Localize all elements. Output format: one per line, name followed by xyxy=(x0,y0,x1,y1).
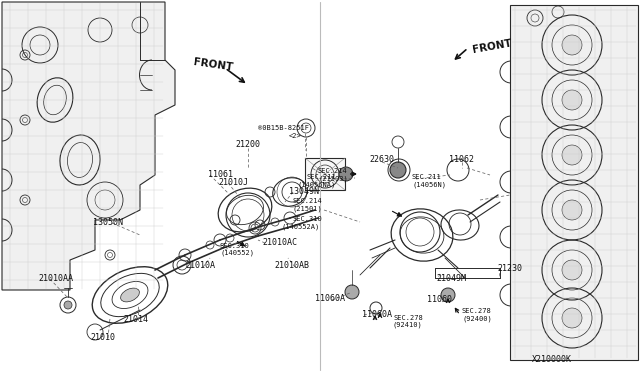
Bar xyxy=(510,5,638,360)
Text: SEC.211: SEC.211 xyxy=(412,174,442,180)
Text: 21230: 21230 xyxy=(497,264,522,273)
Text: 21010AB: 21010AB xyxy=(275,261,310,270)
Text: 21010A: 21010A xyxy=(185,261,215,270)
Text: 21049M: 21049M xyxy=(436,274,466,283)
Text: 11060A: 11060A xyxy=(362,310,392,319)
Text: <2>: <2> xyxy=(289,133,301,139)
Circle shape xyxy=(562,35,582,55)
Text: (92400): (92400) xyxy=(462,315,492,321)
Text: SEC.211: SEC.211 xyxy=(307,174,336,180)
Text: 22630: 22630 xyxy=(369,155,394,164)
Circle shape xyxy=(562,90,582,110)
Text: (14056NA): (14056NA) xyxy=(298,181,336,187)
Circle shape xyxy=(562,308,582,328)
Circle shape xyxy=(562,145,582,165)
Text: FRONT: FRONT xyxy=(192,57,233,73)
Text: 21010J: 21010J xyxy=(218,178,248,187)
Text: (92410): (92410) xyxy=(393,322,423,328)
Circle shape xyxy=(562,200,582,220)
Text: X210000K: X210000K xyxy=(532,355,572,364)
Circle shape xyxy=(441,288,455,302)
Ellipse shape xyxy=(120,288,140,302)
Circle shape xyxy=(390,162,406,178)
Text: 21014: 21014 xyxy=(124,315,148,324)
Text: (140552A): (140552A) xyxy=(282,223,320,230)
Circle shape xyxy=(345,285,359,299)
Circle shape xyxy=(64,301,72,309)
Text: 21010AC: 21010AC xyxy=(262,238,297,247)
Text: SEC.278: SEC.278 xyxy=(393,315,423,321)
Text: 21010AA: 21010AA xyxy=(38,274,73,283)
Text: (21503): (21503) xyxy=(318,176,348,183)
Text: 11061: 11061 xyxy=(208,170,233,179)
Text: ®0B15B-8251F: ®0B15B-8251F xyxy=(257,125,308,131)
Text: SEC.214: SEC.214 xyxy=(292,198,322,204)
Text: 21010: 21010 xyxy=(90,333,115,342)
Bar xyxy=(305,158,345,190)
Text: SEC.310: SEC.310 xyxy=(220,243,250,249)
Text: SEC.278: SEC.278 xyxy=(462,308,492,314)
Text: 11062: 11062 xyxy=(449,155,474,164)
Circle shape xyxy=(562,260,582,280)
Text: (21501): (21501) xyxy=(292,205,322,212)
Text: 11060: 11060 xyxy=(428,295,452,304)
Text: 13050N: 13050N xyxy=(93,218,123,227)
Text: 13049N: 13049N xyxy=(289,187,319,196)
Text: SEC.214: SEC.214 xyxy=(318,168,348,174)
Text: 11060A: 11060A xyxy=(315,294,345,303)
Polygon shape xyxy=(2,2,175,290)
Circle shape xyxy=(339,167,353,181)
Text: FRONT: FRONT xyxy=(471,38,512,55)
Text: (14056N): (14056N) xyxy=(412,181,446,187)
Text: SEC.310: SEC.310 xyxy=(292,216,322,222)
Text: (140552): (140552) xyxy=(220,250,254,257)
Text: 21200: 21200 xyxy=(236,140,260,149)
